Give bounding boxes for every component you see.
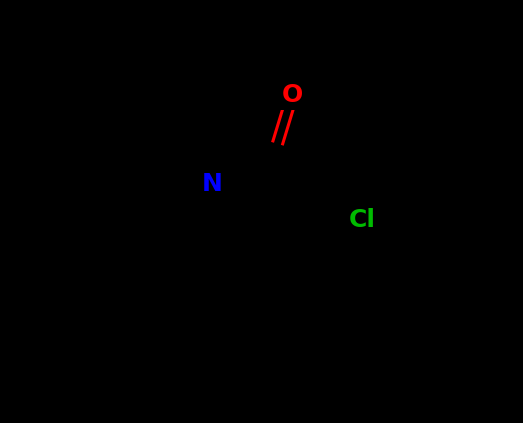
Text: N: N [201,172,222,196]
Text: O: O [281,83,303,107]
Text: Cl: Cl [348,208,376,232]
